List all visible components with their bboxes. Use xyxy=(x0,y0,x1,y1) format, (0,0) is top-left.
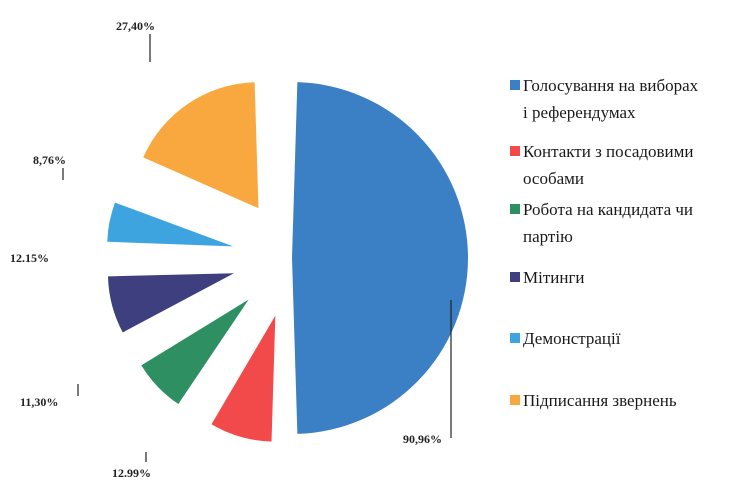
legend-entry-label: Демонстрації xyxy=(523,329,621,348)
value-label-rallies: 12.15% xyxy=(10,251,49,265)
value-label-voting: 90,96% xyxy=(403,432,442,446)
legend-entry-label: Робота на кандидата чи xyxy=(523,200,693,219)
value-label-candidate-work: 11,30% xyxy=(20,395,58,409)
legend-entry-label: Контакти з посадовими xyxy=(523,142,694,161)
slice-voting xyxy=(292,82,469,434)
legend-entry-label: Підписання звернень xyxy=(523,391,677,410)
legend-square-icon xyxy=(510,80,520,90)
legend-square-icon xyxy=(510,333,520,343)
value-label-petitions: 27,40% xyxy=(116,19,155,33)
legend-square-icon xyxy=(510,272,520,282)
slice-petitions xyxy=(143,82,259,209)
legend-entry-label: і референдумах xyxy=(523,103,636,122)
slice-contacts xyxy=(211,315,276,442)
value-labels: 90,96% 12.99% 11,30% 12.15% 8,76% 27,40% xyxy=(10,19,452,480)
legend-square-icon xyxy=(510,204,520,214)
legend-entry-label: особами xyxy=(523,169,584,188)
legend-square-icon xyxy=(510,395,520,405)
value-label-contacts: 12.99% xyxy=(112,466,151,480)
legend-entry-label: Голосування на виборах xyxy=(523,76,699,95)
value-label-demonstrations: 8,76% xyxy=(33,153,66,167)
slice-demonstrations xyxy=(107,202,234,247)
legend: Голосування на виборах і референдумах Конт… xyxy=(510,76,699,410)
legend-square-icon xyxy=(510,146,520,156)
legend-entry-label: Мітинги xyxy=(523,268,585,287)
slice-candidate-work xyxy=(141,299,249,405)
pie-slices xyxy=(107,82,469,442)
legend-entry-label: партію xyxy=(523,227,573,246)
slice-rallies xyxy=(108,273,234,333)
